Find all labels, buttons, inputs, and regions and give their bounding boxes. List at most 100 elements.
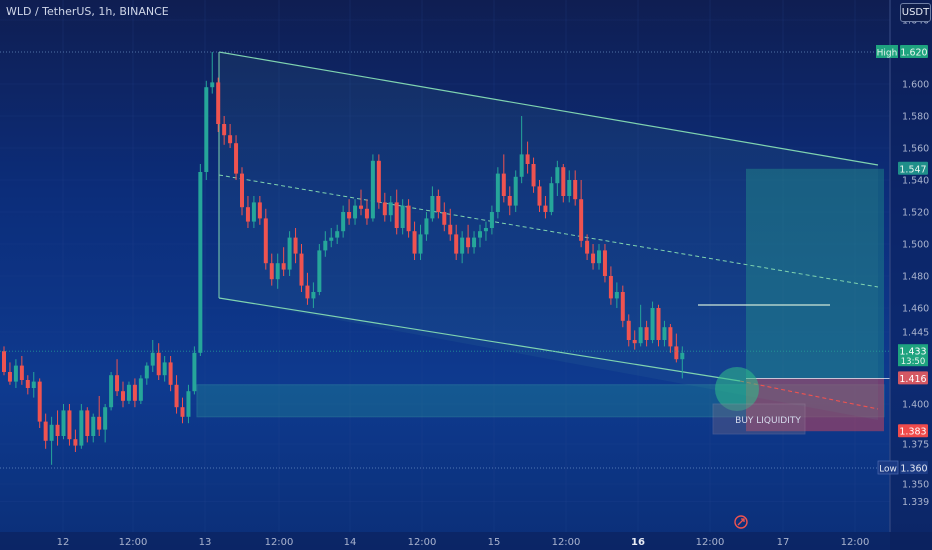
settings-icon[interactable] <box>733 514 749 530</box>
candle-body <box>561 167 566 196</box>
target-price-label-background <box>898 161 928 175</box>
channel-lower-extension <box>739 380 879 410</box>
buy-circle <box>715 367 759 411</box>
candle-body <box>109 375 114 408</box>
candle-body <box>674 346 679 360</box>
price-tick-label: 1.580 <box>902 112 929 123</box>
time-tick-label: 15 <box>488 537 501 548</box>
candle-body <box>537 186 542 206</box>
candle-body <box>626 320 631 340</box>
candle-body <box>483 228 488 232</box>
candle-body <box>305 285 310 299</box>
candle-body <box>394 202 399 228</box>
candle-body <box>513 176 518 206</box>
candle-body <box>156 352 161 376</box>
annotation-label: BUY LIQUIDITY <box>735 416 801 426</box>
candle-body <box>466 237 471 248</box>
candle-body <box>436 196 441 212</box>
stop-price-label-background <box>898 424 928 438</box>
candle-body <box>25 380 30 388</box>
candle-body <box>531 164 536 187</box>
time-tick-label: 12:00 <box>552 537 581 548</box>
candle-body <box>335 231 340 238</box>
candle-body <box>478 231 482 238</box>
candle-body <box>597 250 601 264</box>
candle-body <box>602 250 607 276</box>
price-tick-label: 1.339 <box>902 497 929 508</box>
candle-body <box>251 202 256 222</box>
low-tag-background <box>877 460 899 475</box>
candle-body <box>150 352 155 366</box>
candle-body <box>2 351 6 372</box>
descending-channel <box>218 51 879 420</box>
price-tick-label: 1.540 <box>902 176 929 187</box>
candle-body <box>644 327 649 340</box>
candle-body <box>234 143 239 174</box>
candle-body <box>257 202 262 219</box>
price-tick-label: 1.520 <box>902 208 929 219</box>
candle-body <box>412 231 417 254</box>
chart-title: WLD / TetherUS, 1h, BINANCE <box>6 5 169 18</box>
candle-body <box>186 391 191 417</box>
candle-body <box>299 253 304 286</box>
candle-body <box>97 416 102 430</box>
low-price-label-background <box>900 461 928 474</box>
candle-body <box>501 173 506 196</box>
candle-body <box>632 340 637 344</box>
current-price-tag <box>898 344 928 367</box>
candle-body <box>19 365 24 380</box>
price-tick-label: 1.480 <box>902 272 929 283</box>
candle-body <box>132 384 137 401</box>
currency-button[interactable]: USDT <box>900 3 931 22</box>
candle-body <box>7 372 12 382</box>
candle-body <box>73 439 78 446</box>
candle-body <box>37 381 42 422</box>
candle-body <box>275 263 280 280</box>
candlesticks <box>2 52 685 465</box>
price-tick-label: 1.560 <box>902 144 929 155</box>
time-axis[interactable]: 12 12:00 13 12:00 14 12:00 15 12:00 16 12:00 17 12:… <box>0 532 932 550</box>
candle-body <box>489 212 494 228</box>
candle-body <box>67 410 72 440</box>
candle-body <box>269 263 274 280</box>
time-tick-label: 14 <box>344 537 357 548</box>
candle-body <box>55 424 60 436</box>
candle-body <box>162 362 167 376</box>
candle-body <box>138 378 143 401</box>
current-time-label: 13:50 <box>901 357 926 367</box>
time-tick-label: 16 <box>631 537 645 548</box>
candle-body <box>543 205 548 212</box>
candle-body <box>329 237 334 241</box>
price-axis[interactable]: 1.6401.6001.5801.5601.5401.5201.5001.480… <box>876 0 932 550</box>
candle-body <box>49 424 54 441</box>
low-price-label: 1.360 <box>900 464 927 475</box>
candle-body <box>382 202 387 216</box>
candle-body <box>287 237 292 270</box>
candle-body <box>263 218 268 264</box>
candle-body <box>662 327 667 340</box>
candle-body <box>424 218 429 235</box>
candle-body <box>359 205 363 209</box>
price-tick-label: 1.500 <box>902 240 929 251</box>
candle-body <box>210 82 215 88</box>
candle-body <box>180 407 185 417</box>
candle-body <box>620 292 625 321</box>
high-price-label-background <box>900 45 928 58</box>
annotation-box <box>712 403 806 435</box>
candle-body <box>347 212 352 219</box>
entry-price-label-background <box>898 371 928 385</box>
candle-body <box>585 240 590 254</box>
candle-body <box>680 352 685 360</box>
stop-price-label: 1.383 <box>899 427 926 438</box>
candle-body <box>216 82 221 124</box>
high-price-label: 1.620 <box>900 48 927 59</box>
candle-body <box>567 180 572 196</box>
candle-body <box>430 196 435 219</box>
target-price-label: 1.547 <box>899 164 926 175</box>
candle-body <box>240 173 244 208</box>
candle-body <box>519 154 524 177</box>
candle-body <box>614 292 619 299</box>
candle-body <box>406 205 411 232</box>
candle-body <box>31 381 36 388</box>
